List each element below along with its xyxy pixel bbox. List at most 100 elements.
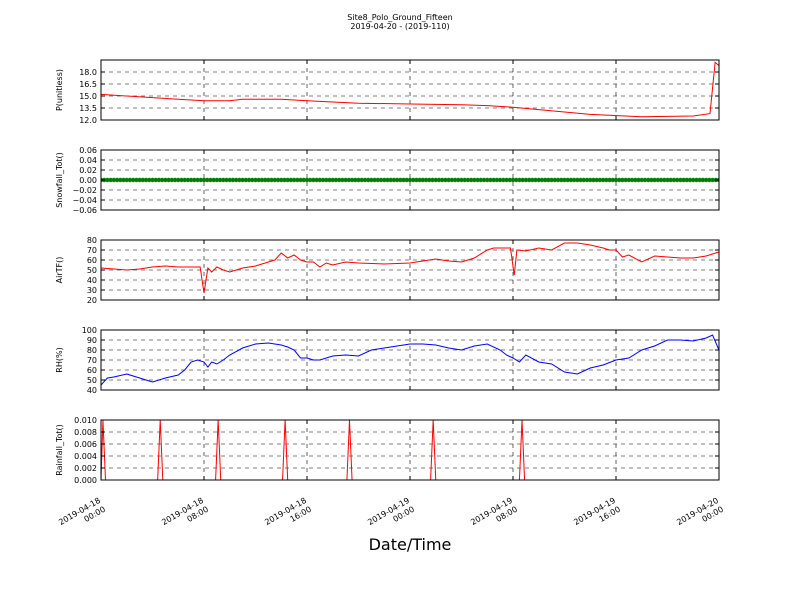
y-tick-label: 80 [87,236,97,245]
y-tick-label: 16.5 [79,80,97,89]
y-tick-label: 40 [87,386,97,395]
y-tick-label: 90 [87,336,97,345]
data-point [279,177,284,183]
data-point [237,177,242,183]
data-point [633,177,638,183]
data-point [414,177,419,183]
y-tick-label: 20 [87,296,97,305]
series-1-line [101,334,719,386]
data-point [124,177,129,183]
y-axis-label: Rainfall_Tot() [55,424,64,476]
data-point [549,177,554,183]
data-point [681,177,686,183]
data-point [369,177,374,183]
data-point [465,177,471,183]
data-point [604,177,609,183]
data-point [652,177,657,183]
data-point [555,177,561,183]
y-tick-label: 0.002 [74,464,97,473]
data-point [591,177,596,183]
data-point [163,177,168,183]
data-point [108,177,113,183]
data-point [256,177,261,183]
data-point [336,177,342,183]
data-point [259,177,265,183]
data-point [140,177,146,183]
y-tick-label: 18.0 [79,68,97,77]
data-point [678,177,683,183]
data-point [610,177,615,183]
data-point [497,177,503,183]
data-point [472,177,477,183]
data-point [655,177,661,183]
y-tick-label: 0.004 [74,452,97,461]
data-point [456,177,461,183]
data-point [282,177,287,183]
data-point [546,177,551,183]
data-point [166,177,171,183]
data-point [143,177,149,183]
data-point [211,177,216,183]
data-point [575,177,580,183]
data-point [559,177,564,183]
y-tick-label: 13.5 [79,104,97,113]
y-tick-label: 60 [87,256,97,265]
data-point [227,177,232,183]
data-point [404,177,409,183]
data-point [111,177,117,183]
data-point [378,177,384,183]
data-point [317,177,323,183]
y-axis-label: P(unitless) [55,69,64,111]
data-point [597,177,603,183]
data-point [298,177,303,183]
data-point [600,177,606,183]
data-point [134,177,139,183]
data-point [311,177,316,183]
data-point [578,177,583,183]
data-point [372,177,377,183]
data-point [491,177,496,183]
data-point [694,177,699,183]
data-point [130,177,136,183]
data-point [150,177,155,183]
data-point [707,177,712,183]
y-tick-label: 100 [82,326,97,335]
data-point [121,177,126,183]
y-tick-label: 0.04 [79,156,97,165]
data-point [687,177,693,183]
data-point [388,177,393,183]
panel-5: 0.000 0.002 0.004 0.006 0.008 0.010 Rainfall_T… [55,416,720,485]
x-tick-label: 2019-04-1800:00 [57,496,107,536]
data-point [314,177,319,183]
data-point [362,177,368,183]
data-point [620,177,625,183]
data-point [272,177,278,183]
series-1-markers [101,177,719,183]
data-point [700,177,706,183]
data-point [684,177,690,183]
data-point [375,177,381,183]
data-point [517,177,522,183]
data-point [581,177,587,183]
data-point [137,177,142,183]
data-point [420,177,426,183]
data-point [645,177,651,183]
y-tick-label: 0.000 [74,476,97,485]
y-tick-label: 15.0 [79,92,97,101]
data-point [105,177,110,183]
series-1-line [101,61,719,118]
data-point [710,177,715,183]
y-tick-label: 40 [87,276,97,285]
data-point [401,177,406,183]
data-point [468,177,474,183]
data-point [407,177,413,183]
figure-title: Site8_Polo_Ground_Fifteen [347,13,452,22]
data-point [584,177,590,183]
data-point [340,177,345,183]
data-point [629,177,635,183]
data-point [662,177,667,183]
data-point [697,177,702,183]
data-point [333,177,339,183]
data-point [439,177,445,183]
y-tick-label: 0.00 [79,176,97,185]
